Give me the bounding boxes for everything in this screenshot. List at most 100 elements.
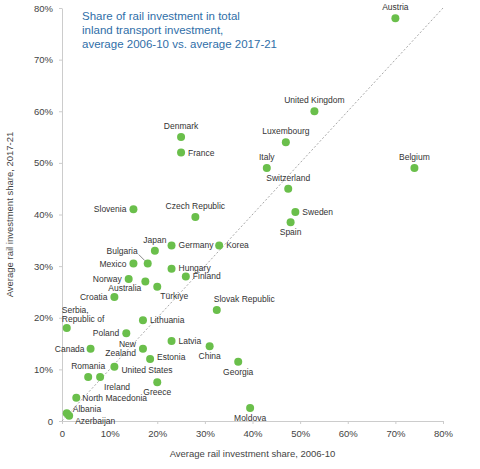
- tick: 10%: [34, 364, 62, 375]
- point-label: Korea: [226, 240, 249, 250]
- point: [110, 363, 118, 371]
- tick-mark: [348, 421, 349, 424]
- tick-label: 50%: [34, 157, 54, 168]
- point-label: Slovak Republic: [214, 294, 276, 304]
- point-label: Serbia,Republic of: [62, 305, 105, 324]
- point: [122, 329, 130, 337]
- point-label: Italy: [259, 152, 275, 162]
- point: [168, 265, 176, 273]
- point: [151, 247, 159, 255]
- point-label: Canada: [55, 344, 85, 354]
- tick-mark: [59, 60, 62, 61]
- tick-label: 60%: [339, 428, 359, 439]
- point-label: United Kingdom: [284, 95, 344, 105]
- tick: 0: [60, 421, 65, 439]
- point-label: Türkiye: [160, 291, 188, 301]
- label-line: Zealand: [105, 348, 136, 358]
- tick-label: 0: [48, 416, 53, 427]
- point: [141, 278, 149, 286]
- point: [153, 378, 161, 386]
- point: [168, 337, 176, 345]
- point: [87, 345, 95, 353]
- point-label: Slovenia: [94, 204, 127, 214]
- point: [234, 358, 242, 366]
- point: [391, 14, 399, 22]
- tick-label: 40%: [34, 209, 54, 220]
- point: [213, 306, 221, 314]
- point: [191, 213, 199, 221]
- tick-mark: [205, 421, 206, 424]
- tick-label: 70%: [386, 428, 406, 439]
- point: [246, 404, 254, 412]
- point: [96, 373, 104, 381]
- point-labels: Austria United Kingdom Luxembourg Italy Swit…: [55, 2, 430, 426]
- x-axis-title: Average rail investment share, 2006-10: [170, 448, 336, 459]
- point: [129, 205, 137, 213]
- point: [284, 185, 292, 193]
- tick-mark: [59, 163, 62, 164]
- point-label: Albania: [73, 404, 102, 414]
- point-label: Lithuania: [150, 315, 185, 325]
- tick-label: 80%: [434, 428, 454, 439]
- tick-mark: [59, 215, 62, 216]
- title-line: average 2006-10 vs. average 2017-21: [82, 38, 277, 50]
- point-label: Georgia: [223, 367, 254, 377]
- point-label: France: [188, 148, 215, 158]
- point-label: Spain: [280, 227, 302, 237]
- point-label: Greece: [143, 387, 171, 397]
- point: [410, 164, 418, 172]
- point-label: Switzerland: [266, 173, 310, 183]
- plot: 010%20%30%40%50%60%70%80%010%20%30%40%50…: [34, 2, 454, 438]
- point: [139, 345, 147, 353]
- tick-mark: [157, 421, 158, 424]
- y-axis-title: Average rail investment share, 2017-21: [4, 132, 15, 298]
- tick-label: 20%: [34, 312, 54, 323]
- point-label: United States: [121, 365, 172, 375]
- point: [291, 208, 299, 216]
- point-label: Luxembourg: [262, 126, 310, 136]
- point-label: Germany: [179, 240, 215, 250]
- tick: 60%: [339, 421, 359, 439]
- tick: 20%: [34, 312, 62, 323]
- leader-line: [139, 255, 145, 261]
- title: Share of rail investment in totalinland …: [82, 10, 277, 50]
- chart-svg: 010%20%30%40%50%60%70%80%010%20%30%40%50…: [0, 0, 480, 469]
- point-label: Austria: [382, 2, 409, 12]
- tick: 70%: [34, 54, 62, 65]
- point-label: Czech Republic: [166, 201, 226, 211]
- point-label: Finland: [193, 271, 221, 281]
- tick: 20%: [148, 421, 168, 439]
- point: [129, 260, 137, 268]
- tick-mark: [443, 421, 444, 424]
- points: [63, 14, 419, 420]
- tick: 80%: [434, 421, 454, 439]
- point-label: Croatia: [80, 292, 108, 302]
- tick-mark: [59, 421, 62, 422]
- tick: 30%: [34, 261, 62, 272]
- tick-mark: [59, 266, 62, 267]
- point-label: Latvia: [179, 336, 202, 346]
- point: [215, 241, 223, 249]
- chart-container: 010%20%30%40%50%60%70%80%010%20%30%40%50…: [0, 0, 480, 469]
- tick-label: 20%: [148, 428, 168, 439]
- point: [153, 283, 161, 291]
- tick: 0: [48, 416, 62, 427]
- tick-mark: [300, 421, 301, 424]
- point: [282, 138, 290, 146]
- tick-label: 30%: [196, 428, 216, 439]
- point-label: Belgium: [399, 152, 430, 162]
- title-line: Share of rail investment in total: [82, 10, 240, 22]
- point: [206, 342, 214, 350]
- tick-mark: [59, 111, 62, 112]
- diagonal-line: [62, 8, 443, 421]
- tick: 60%: [34, 106, 62, 117]
- tick-label: 30%: [34, 261, 54, 272]
- tick-mark: [59, 8, 62, 9]
- point: [146, 355, 154, 363]
- tick-label: 80%: [34, 3, 54, 14]
- point: [287, 218, 295, 226]
- tick-label: 60%: [34, 106, 54, 117]
- label-line: Republic of: [62, 314, 105, 324]
- point: [177, 149, 185, 157]
- point: [263, 164, 271, 172]
